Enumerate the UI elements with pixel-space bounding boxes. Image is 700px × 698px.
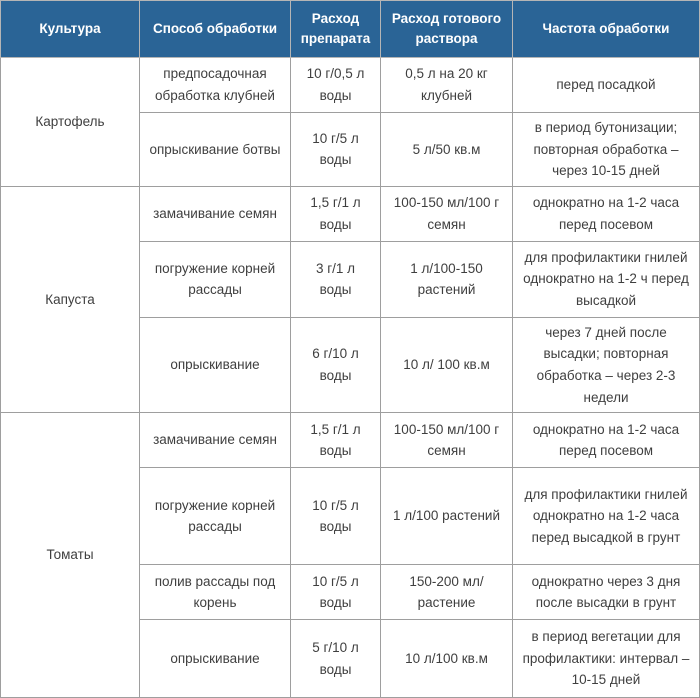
dose-cell: 10 г/5 л воды	[290, 564, 381, 621]
solution-cell: 100-150 мл/100 г семян	[380, 185, 513, 242]
dose-cell: 6 г/10 л воды	[290, 316, 381, 414]
table-row: погружение корней рассады 3 г/1 л воды 1…	[1, 240, 700, 318]
table-row: опрыскивание ботвы 10 г/5 л воды 5 л/50 …	[1, 112, 700, 187]
header-method: Способ обработки	[139, 0, 291, 58]
solution-cell: 5 л/50 кв.м	[380, 112, 513, 187]
crop-cell-tomato: Томаты	[0, 412, 140, 698]
frequency-cell: однократно на 1-2 часа перед посевом	[512, 412, 700, 469]
method-cell: опрыскивание	[139, 619, 291, 698]
crop-cell-cabbage: Капуста	[0, 185, 140, 414]
frequency-cell: для профилактики гнилей однократно на 1-…	[512, 240, 700, 318]
table-row: опрыскивание 6 г/10 л воды 10 л/ 100 кв.…	[1, 316, 700, 414]
table-row: опрыскивание 5 г/10 л воды 10 л/100 кв.м…	[1, 619, 700, 698]
method-cell: опрыскивание ботвы	[139, 112, 291, 187]
dose-cell: 1,5 г/1 л воды	[290, 412, 381, 469]
method-cell: опрыскивание	[139, 316, 291, 414]
table-row: Томаты замачивание семян 1,5 г/1 л воды …	[0, 412, 700, 698]
crop-cell-potato: Картофель	[0, 57, 140, 187]
solution-cell: 0,5 л на 20 кг клубней	[380, 57, 513, 113]
method-cell: погружение корней рассады	[139, 467, 291, 566]
dose-cell: 10 г/5 л воды	[290, 467, 381, 566]
method-cell: замачивание семян	[139, 412, 291, 469]
dose-cell: 10 г/5 л воды	[290, 112, 381, 187]
method-cell: замачивание семян	[139, 185, 291, 242]
frequency-cell: через 7 дней после высадки; повторная об…	[512, 316, 700, 414]
header-culture: Культура	[0, 0, 140, 58]
header-row: Культура Способ обработки Расход препара…	[0, 0, 700, 58]
solution-cell: 150-200 мл/ растение	[380, 564, 513, 621]
method-cell: погружение корней рассады	[139, 240, 291, 318]
table-row: полив рассады под корень 10 г/5 л воды 1…	[1, 564, 700, 621]
frequency-cell: однократно на 1-2 часа перед посевом	[512, 185, 700, 242]
dose-cell: 1,5 г/1 л воды	[290, 185, 381, 242]
frequency-cell: в период бутонизации; повторная обработк…	[512, 112, 700, 187]
header-dose: Расход препарата	[290, 0, 381, 58]
frequency-cell: однократно через 3 дня после высадки в г…	[512, 564, 700, 621]
header-frequency: Частота обработки	[512, 0, 700, 58]
dose-cell: 10 г/0,5 л воды	[290, 57, 381, 113]
frequency-cell: перед посадкой	[512, 57, 700, 113]
table-row: Картофель предпосадочная обработка клубн…	[0, 57, 700, 187]
table-row: Капуста замачивание семян 1,5 г/1 л воды…	[0, 185, 700, 414]
header-solution: Расход готового раствора	[380, 0, 513, 58]
solution-cell: 1 л/100-150 растений	[380, 240, 513, 318]
table-row: погружение корней рассады 10 г/5 л воды …	[1, 467, 700, 566]
solution-cell: 1 л/100 растений	[380, 467, 513, 566]
dose-cell: 5 г/10 л воды	[290, 619, 381, 698]
method-cell: предпосадочная обработка клубней	[139, 57, 291, 113]
solution-cell: 100-150 мл/100 г семян	[380, 412, 513, 469]
solution-cell: 10 л/100 кв.м	[380, 619, 513, 698]
dose-cell: 3 г/1 л воды	[290, 240, 381, 318]
frequency-cell: для профилактики гнилей однократно на 1-…	[512, 467, 700, 566]
solution-cell: 10 л/ 100 кв.м	[380, 316, 513, 414]
method-cell: полив рассады под корень	[139, 564, 291, 621]
